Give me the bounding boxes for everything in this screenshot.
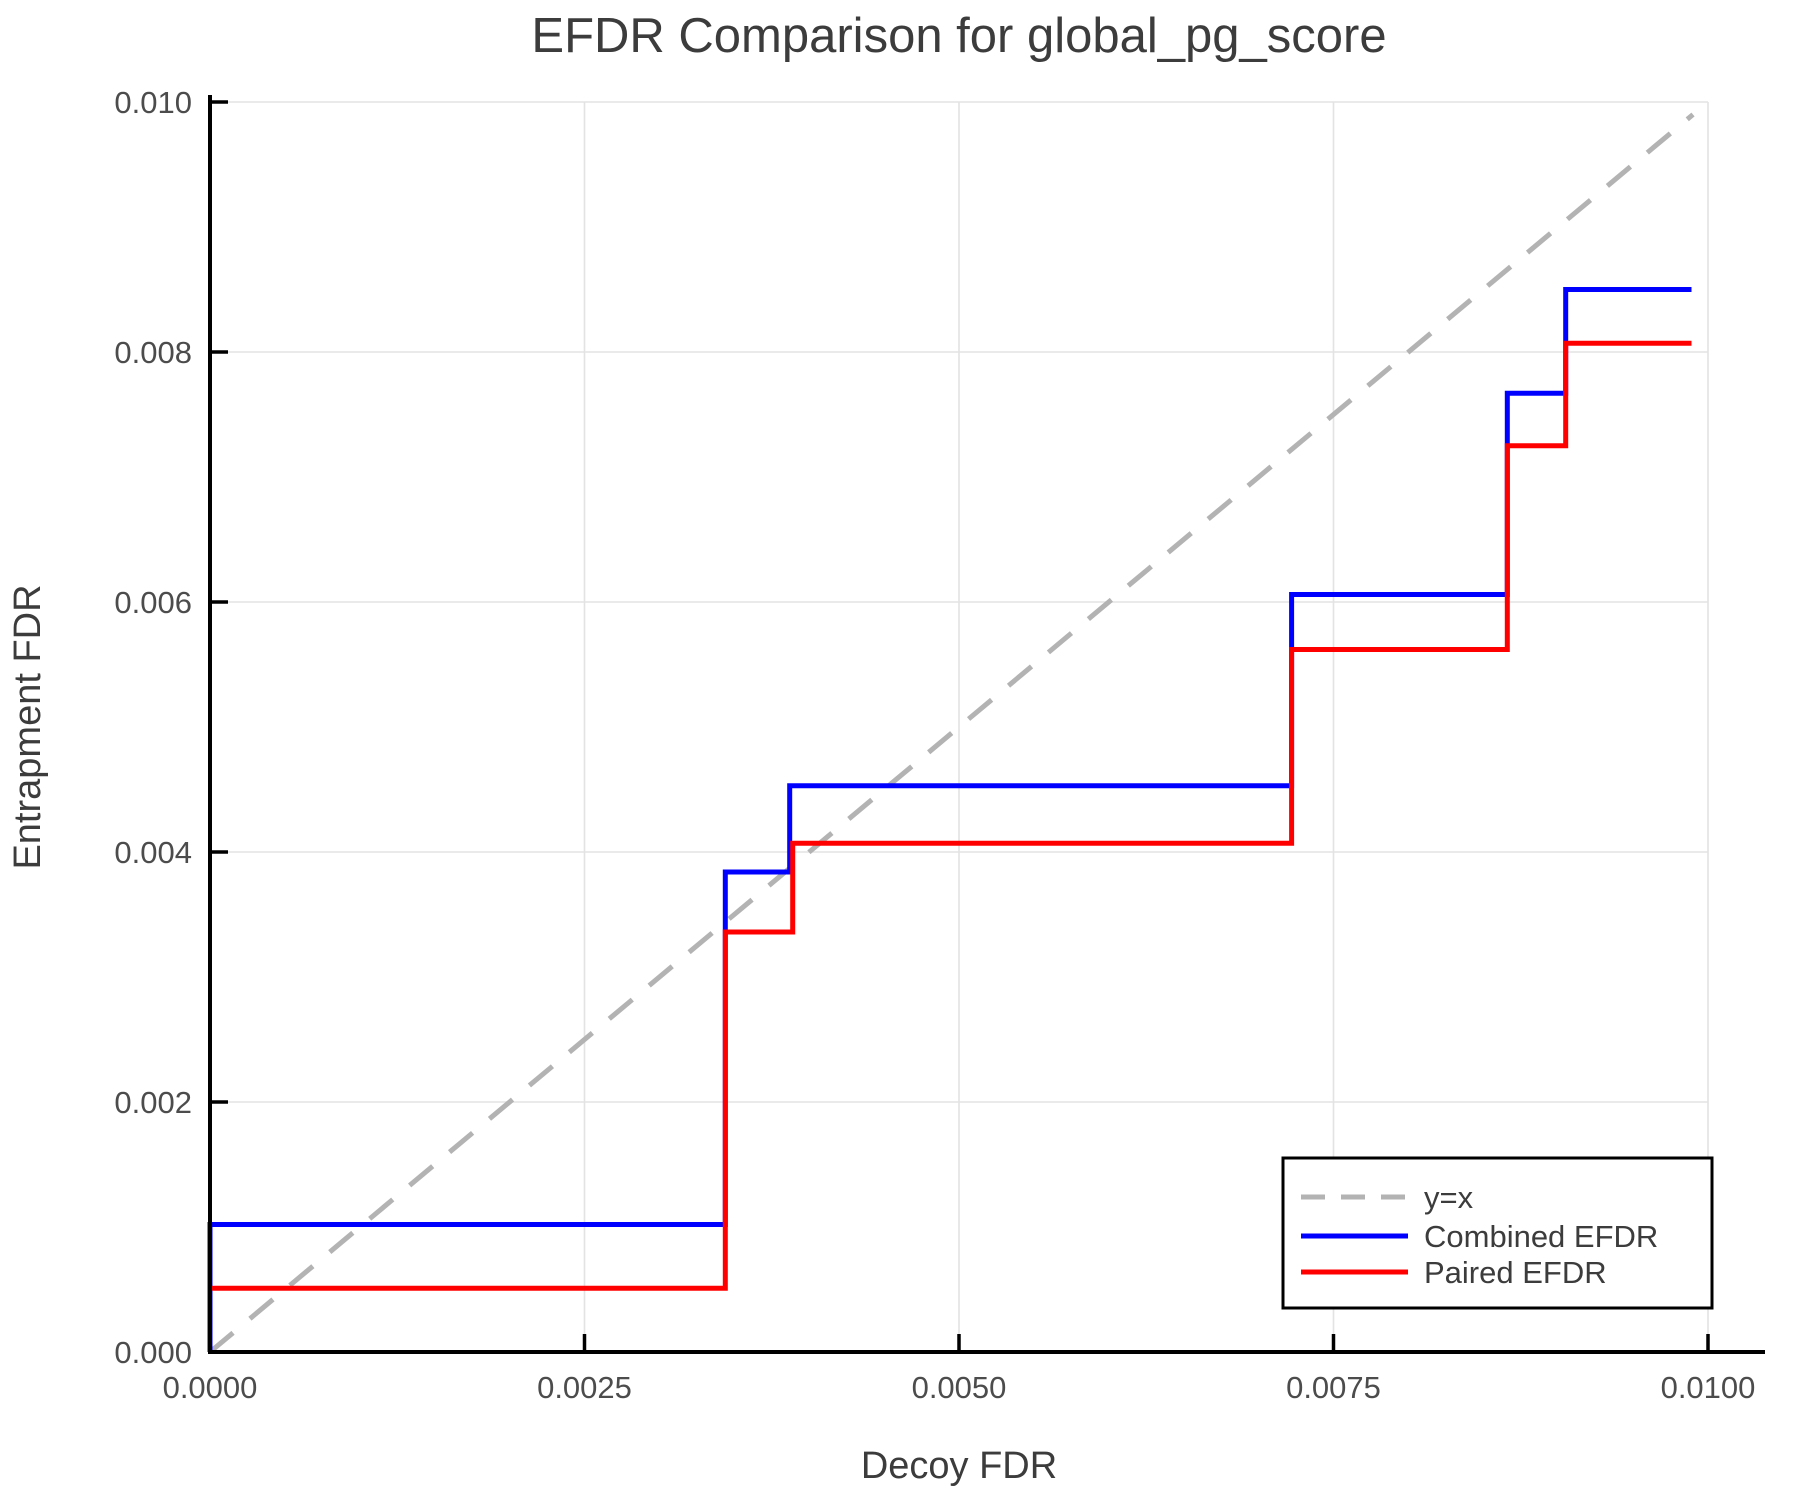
y-tick-label: 0.008 <box>114 335 192 370</box>
x-axis-label: Decoy FDR <box>861 1445 1057 1487</box>
axes-spines <box>208 95 1765 1354</box>
legend-label-y-x: y=x <box>1424 1180 1474 1215</box>
legend-box <box>1281 1156 1714 1310</box>
x-tick-label: 0.0050 <box>912 1370 1007 1405</box>
y-tick-label: 0.006 <box>114 585 192 620</box>
chart-title: EFDR Comparison for global_pg_score <box>531 9 1386 63</box>
series-line-paired-efdr <box>210 340 1692 1291</box>
x-tick-label: 0.0000 <box>163 1370 258 1405</box>
y-tick-label: 0.002 <box>114 1085 192 1120</box>
y-axis-label: Entrapment FDR <box>7 584 49 869</box>
legend-label-paired-efdr: Paired EFDR <box>1424 1255 1607 1290</box>
axis-ticks <box>208 100 1710 1354</box>
x-tick-label: 0.0100 <box>1661 1370 1756 1405</box>
y-tick-label: 0.000 <box>114 1335 192 1370</box>
x-tick-label: 0.0025 <box>537 1370 632 1405</box>
x-tick-label: 0.0075 <box>1286 1370 1381 1405</box>
legend-label-combined-efdr: Combined EFDR <box>1424 1219 1658 1254</box>
data-series <box>207 112 1695 1354</box>
tick-labels: 0.0000 0.0025 0.0050 0.0075 0.0100 0.000 0.002… <box>114 85 1755 1405</box>
series-line-y-x <box>208 112 1695 1354</box>
y-tick-label: 0.010 <box>114 85 192 120</box>
y-tick-label: 0.004 <box>114 835 192 870</box>
